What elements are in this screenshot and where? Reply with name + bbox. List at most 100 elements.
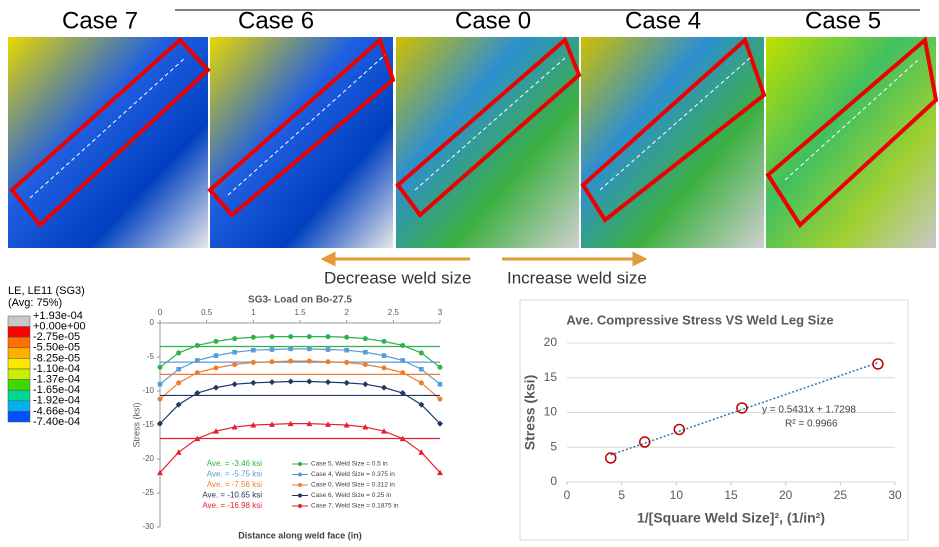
point — [363, 336, 368, 341]
arrow-label: Decrease weld size — [324, 268, 471, 287]
contour-label: -7.40e-04 — [33, 416, 80, 428]
legend-marker — [298, 462, 302, 466]
y-tick-label: -30 — [142, 522, 154, 531]
contour-swatch — [8, 337, 30, 348]
y-tick-label: -15 — [142, 420, 154, 429]
y-tick-label: 0 — [150, 318, 155, 327]
point — [325, 379, 331, 385]
legend-label: Case 4, Weld Size = 0.375 in — [311, 471, 395, 478]
average-label: Ave. = -7.56 ksi — [207, 480, 262, 489]
x-tick-label: 0 — [564, 488, 571, 502]
legend-title: LE, LE11 (SG3) — [8, 285, 85, 297]
legend-label: Case 6, Weld Size = 0.25 in — [311, 492, 392, 499]
point — [438, 397, 443, 402]
point — [195, 343, 200, 348]
x-tick-label: 1.5 — [294, 308, 306, 317]
arrow-label: Increase weld size — [507, 268, 647, 287]
point — [382, 339, 387, 344]
point — [400, 358, 405, 363]
point — [419, 367, 424, 372]
legend-marker — [298, 483, 302, 487]
point — [344, 335, 349, 340]
point — [270, 334, 275, 339]
point — [640, 437, 650, 447]
x-tick-label: 0 — [158, 308, 163, 317]
point — [232, 336, 237, 341]
x-tick-label: 2.5 — [388, 308, 400, 317]
point — [214, 339, 219, 344]
contour-swatch — [8, 401, 30, 412]
point — [213, 385, 219, 391]
legend-marker — [298, 473, 302, 477]
chart-title: Ave. Compressive Stress VS Weld Leg Size — [566, 312, 833, 327]
contour-swatch — [8, 316, 30, 327]
legend-label: Case 5, Weld Size = 0.5 in — [311, 461, 388, 468]
point — [419, 350, 424, 355]
point — [232, 362, 237, 367]
contour-swatch — [8, 369, 30, 380]
trendline-r2: R² = 0.9966 — [785, 419, 838, 430]
point — [288, 378, 294, 384]
point — [176, 380, 181, 385]
contour-swatch — [8, 411, 30, 422]
point — [251, 335, 256, 340]
case-label: Case 6 — [238, 7, 314, 34]
point — [232, 350, 237, 355]
point — [362, 381, 368, 387]
series-line — [160, 361, 440, 399]
x-tick-label: 10 — [670, 488, 684, 502]
average-label: Ave. = -3.46 ksi — [207, 459, 262, 468]
point — [288, 347, 293, 352]
y-tick-label: 5 — [550, 439, 557, 453]
case-label: Case 7 — [62, 7, 138, 34]
contour-swatch — [8, 358, 30, 369]
y-tick-label: 20 — [544, 335, 558, 349]
y-tick-label: -25 — [142, 488, 154, 497]
point — [232, 381, 238, 387]
y-tick-label: -20 — [142, 454, 154, 463]
contour-swatch — [8, 327, 30, 338]
y-tick-label: 10 — [544, 405, 558, 419]
point — [195, 358, 200, 363]
x-tick-label: 15 — [724, 488, 738, 502]
contour-swatch — [8, 380, 30, 391]
point — [344, 360, 349, 365]
x-tick-label: 0.5 — [201, 308, 213, 317]
point — [251, 348, 256, 353]
point — [195, 370, 200, 375]
average-label: Ave. = -10.65 ksi — [202, 491, 262, 500]
legend-label: Case 7, Weld Size = 0.1875 in — [311, 503, 399, 510]
point — [158, 397, 163, 402]
point — [382, 365, 387, 370]
y-axis-label: Stress (ksi) — [131, 402, 141, 447]
point — [288, 359, 293, 364]
point — [400, 343, 405, 348]
point — [344, 380, 350, 386]
point — [176, 367, 181, 372]
point — [326, 359, 331, 364]
point — [306, 378, 312, 384]
x-tick-label: 1 — [251, 308, 256, 317]
fea-image — [396, 37, 579, 248]
contour-swatch — [8, 390, 30, 401]
fea-image — [210, 37, 393, 248]
point — [270, 359, 275, 364]
x-tick-label: 20 — [779, 488, 793, 502]
y-axis-label: Stress (ksi) — [522, 375, 538, 450]
case-label: Case 4 — [625, 7, 701, 34]
point — [214, 365, 219, 370]
point — [326, 334, 331, 339]
point — [307, 347, 312, 352]
point — [250, 380, 256, 386]
series-line — [160, 349, 440, 384]
case-label: Case 0 — [455, 7, 531, 34]
point — [344, 348, 349, 353]
point — [363, 362, 368, 367]
x-tick-label: 5 — [618, 488, 625, 502]
point — [382, 353, 387, 358]
point — [419, 380, 424, 385]
y-tick-label: 0 — [550, 474, 557, 488]
point — [214, 353, 219, 358]
point — [269, 379, 275, 385]
point — [288, 334, 293, 339]
